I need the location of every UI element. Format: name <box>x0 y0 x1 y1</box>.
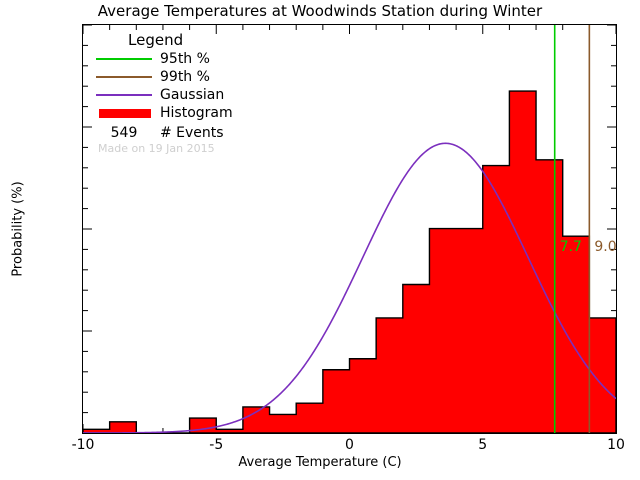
gaussian-curve <box>83 142 616 433</box>
legend-label: Histogram <box>160 105 233 121</box>
legend-swatch-icon <box>96 106 152 120</box>
x-tick-5: 5 <box>478 437 488 453</box>
legend-box-icon <box>99 109 151 118</box>
x-tick--10: -10 <box>71 437 95 453</box>
y-axis-title: Probability (%) <box>10 181 26 277</box>
legend-label: 95th % <box>160 51 210 67</box>
legend-item-95th: 95th % <box>96 50 326 68</box>
legend-item-gaussian: Gaussian <box>96 86 326 104</box>
legend-item-histogram: Histogram <box>96 104 326 122</box>
histogram-series <box>83 90 616 433</box>
legend-swatch-icon <box>96 88 152 102</box>
legend-title: Legend <box>128 31 184 49</box>
plot-svg <box>83 25 616 433</box>
legend-label: Gaussian <box>160 87 225 103</box>
x-tick-10: 10 <box>607 437 625 453</box>
legend-entries: 95th % 99th % Gaussian Histogram <box>96 50 326 122</box>
legend-line-icon <box>96 76 152 78</box>
plot-area <box>82 24 617 434</box>
legend-swatch-icon <box>96 70 152 84</box>
p99-value-label: 9.0 <box>594 239 617 256</box>
events-row: 549 # Events <box>96 123 326 142</box>
legend-line-icon <box>96 58 152 60</box>
x-axis-title: Average Temperature (C) <box>238 455 402 470</box>
legend-line-icon <box>96 94 152 96</box>
x-tick-0: 0 <box>345 437 354 453</box>
x-tick--5: -5 <box>209 437 224 453</box>
events-count: 549 <box>110 124 138 141</box>
legend-swatch-icon <box>96 52 152 66</box>
legend: Legend 95th % 99th % Gaussian Histogram 549… <box>96 31 326 155</box>
legend-label: 99th % <box>160 69 210 85</box>
p95-value-label: 7.7 <box>559 239 582 256</box>
legend-item-99th: 99th % <box>96 68 326 86</box>
made-on-watermark: Made on 19 Jan 2015 <box>98 142 215 155</box>
chart-title: Average Temperatures at Woodwinds Statio… <box>97 2 543 20</box>
events-label: # Events <box>160 124 224 141</box>
